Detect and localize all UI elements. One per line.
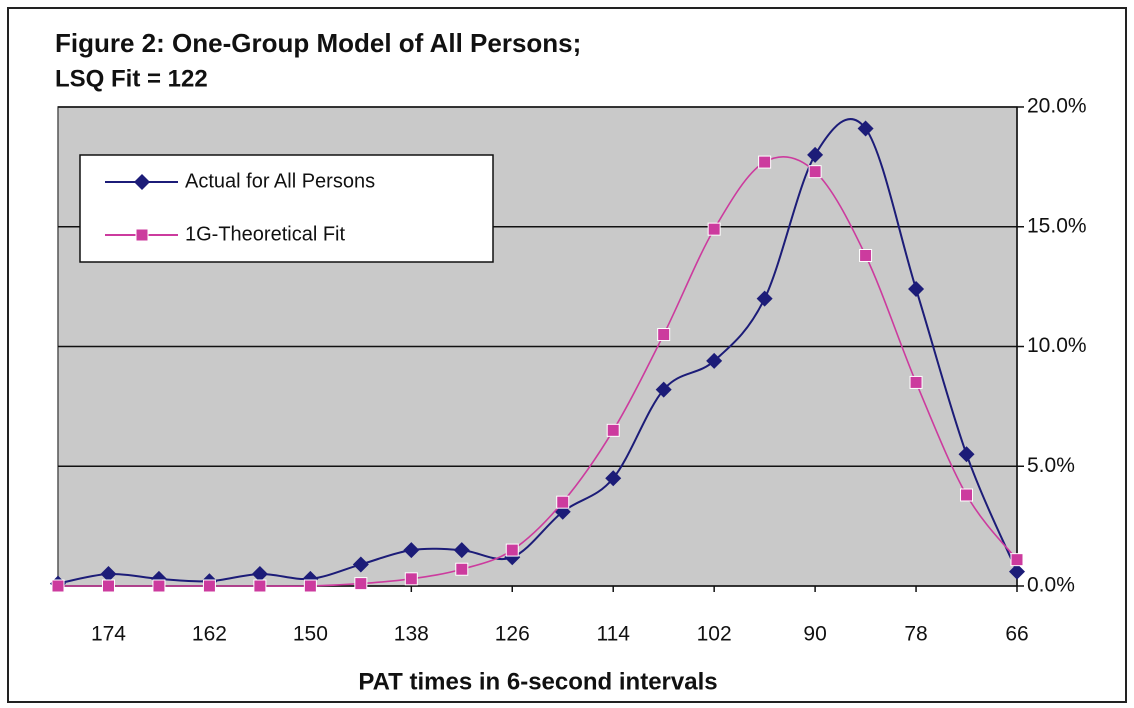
- legend-label: 1G-Theoretical Fit: [185, 223, 345, 245]
- marker: [605, 470, 622, 487]
- marker: [960, 488, 974, 502]
- marker: [908, 281, 925, 298]
- marker: [756, 290, 773, 307]
- marker: [152, 579, 166, 593]
- marker: [404, 572, 418, 586]
- marker: [909, 375, 923, 389]
- legend-marker: [135, 228, 149, 242]
- x-tick-label: 102: [697, 623, 732, 646]
- x-tick-label: 78: [904, 623, 927, 646]
- marker: [556, 495, 570, 509]
- marker: [202, 579, 216, 593]
- marker: [505, 543, 519, 557]
- x-tick-label: 126: [495, 623, 530, 646]
- series-line: [57, 156, 1018, 587]
- marker: [606, 423, 620, 437]
- legend-label: Actual for All Persons: [185, 170, 375, 192]
- y-tick-label: 10.0%: [1027, 334, 1087, 357]
- x-tick-label: 162: [192, 623, 227, 646]
- y-tick-label: 0.0%: [1027, 574, 1075, 597]
- marker: [253, 579, 267, 593]
- marker: [807, 146, 824, 163]
- marker: [403, 542, 420, 559]
- x-tick-label: 150: [293, 623, 328, 646]
- y-tick-label: 15.0%: [1027, 214, 1087, 237]
- marker: [354, 577, 368, 591]
- marker: [455, 562, 469, 576]
- marker: [303, 579, 317, 593]
- marker: [707, 222, 721, 236]
- marker: [655, 381, 672, 398]
- legend-box: [79, 154, 494, 263]
- legend-marker: [134, 174, 150, 190]
- marker: [1009, 563, 1025, 580]
- marker: [758, 155, 772, 169]
- x-tick-label: 174: [91, 623, 126, 646]
- marker: [101, 579, 115, 593]
- y-tick-label: 5.0%: [1027, 454, 1075, 477]
- marker: [859, 248, 873, 262]
- x-tick-label: 114: [596, 623, 630, 646]
- x-tick-label: 138: [394, 623, 429, 646]
- marker: [857, 120, 874, 137]
- marker: [657, 328, 671, 342]
- chart-subtitle: LSQ Fit = 122: [55, 65, 208, 92]
- marker: [51, 579, 65, 593]
- chart-title: Figure 2: One-Group Model of All Persons…: [55, 28, 581, 58]
- x-tick-label: 90: [803, 623, 826, 646]
- marker: [352, 556, 369, 573]
- marker: [453, 542, 470, 559]
- marker: [251, 566, 268, 583]
- marker: [808, 165, 822, 179]
- x-tick-label: 66: [1005, 623, 1028, 646]
- marker: [958, 446, 975, 463]
- y-tick-label: 20.0%: [1027, 95, 1087, 118]
- marker: [1010, 553, 1024, 567]
- x-axis-label: PAT times in 6-second intervals: [358, 668, 717, 695]
- marker: [100, 566, 117, 583]
- marker: [706, 352, 723, 369]
